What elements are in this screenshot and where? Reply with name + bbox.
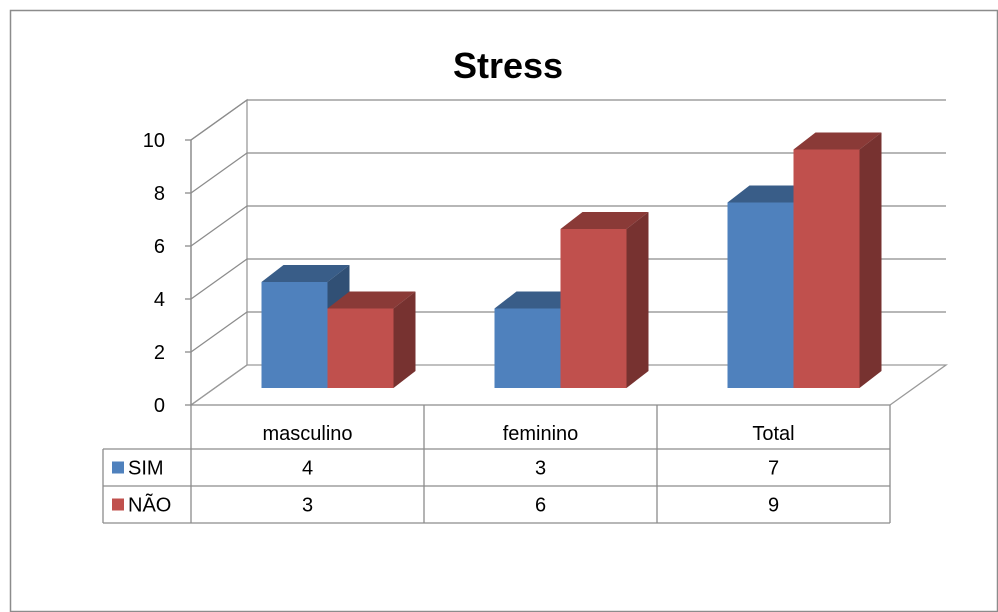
bar-top bbox=[327, 291, 416, 309]
data-label: 3 bbox=[535, 458, 546, 480]
legend-label: NÃO bbox=[128, 493, 171, 517]
bar-feminino-NÃO bbox=[560, 212, 649, 388]
gridline bbox=[190, 258, 946, 300]
bar-top bbox=[261, 265, 350, 282]
y-tick-label: 0 bbox=[154, 395, 165, 417]
x-tick-label: masculino bbox=[262, 423, 352, 445]
bar-front bbox=[793, 149, 860, 388]
gridline bbox=[190, 205, 946, 247]
gridlines bbox=[190, 99, 946, 353]
bar-front bbox=[727, 202, 794, 388]
chart-title: Stress bbox=[453, 45, 563, 86]
legend-key-SIM bbox=[112, 461, 124, 474]
bar-top bbox=[793, 132, 882, 150]
y-tick-label: 8 bbox=[154, 183, 165, 205]
data-label: 3 bbox=[302, 495, 313, 517]
x-tick-label: feminino bbox=[503, 423, 579, 445]
gridline bbox=[190, 152, 946, 194]
bar-top bbox=[560, 212, 649, 229]
bar-front bbox=[327, 308, 394, 388]
y-tick-label: 2 bbox=[154, 342, 165, 364]
bars bbox=[261, 132, 882, 388]
data-label: 9 bbox=[768, 495, 779, 517]
bar-side bbox=[393, 291, 416, 388]
y-tick-label: 10 bbox=[143, 130, 165, 152]
data-label: 6 bbox=[535, 495, 546, 517]
bar-side bbox=[626, 212, 649, 388]
gridline bbox=[190, 99, 946, 141]
data-label: 7 bbox=[768, 458, 779, 480]
data-label: 4 bbox=[302, 458, 313, 480]
x-tick-label: Total bbox=[752, 423, 794, 445]
legend-label: SIM bbox=[128, 458, 164, 480]
y-axis: 0 2 4 6 8 10 bbox=[143, 130, 192, 417]
legend-key-NÃO bbox=[112, 498, 124, 511]
bar-masculino-NÃO bbox=[327, 291, 416, 388]
y-tick-label: 6 bbox=[154, 236, 165, 258]
bar-front bbox=[494, 308, 561, 388]
bar-front bbox=[560, 229, 627, 388]
y-tick-label: 4 bbox=[154, 289, 165, 311]
bar-side bbox=[859, 132, 882, 388]
bar-Total-NÃO bbox=[793, 132, 882, 388]
bar-front bbox=[261, 282, 328, 388]
data-table: masculino feminino Total SIM 4 3 7 NÃO 3 6 9 bbox=[102, 404, 891, 524]
gridline bbox=[190, 311, 946, 353]
